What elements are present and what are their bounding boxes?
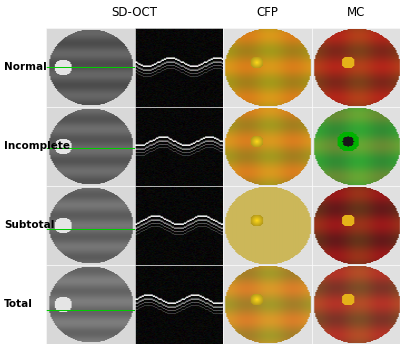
Text: CFP: CFP xyxy=(256,6,278,19)
Text: MC: MC xyxy=(346,6,365,19)
Text: SD-OCT: SD-OCT xyxy=(112,6,158,19)
Text: Normal: Normal xyxy=(4,62,47,72)
Text: Total: Total xyxy=(4,299,33,310)
Text: Incomplete: Incomplete xyxy=(4,141,70,151)
Text: Subtotal: Subtotal xyxy=(4,220,54,230)
